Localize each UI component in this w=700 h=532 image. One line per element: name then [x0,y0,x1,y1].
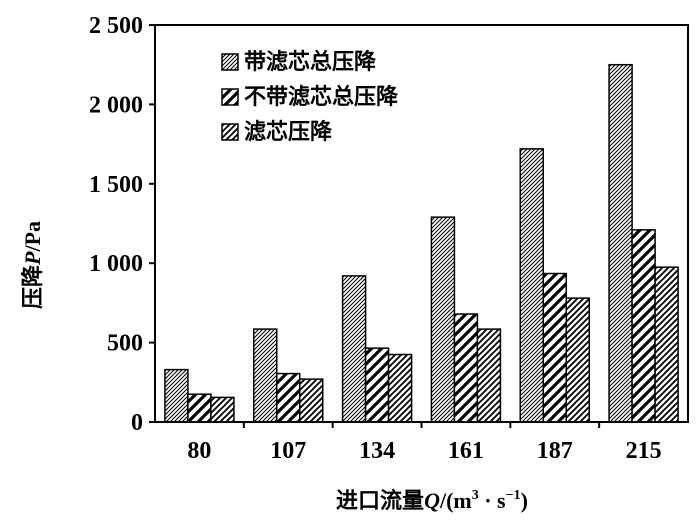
y-tick-label: 1 500 [89,172,143,198]
legend-swatch-with-filter-total [221,53,239,71]
x-axis-title: 进口流量Q/(m3 · s−1) [336,488,528,513]
bar-filter-134 [387,353,413,423]
x-tick-label: 134 [359,438,395,464]
bar-without-filter-total-80 [187,393,212,423]
bar-without-filter-total-107 [276,372,301,423]
bars-group [164,63,679,423]
y-tick-label: 500 [107,331,143,357]
bar-with-filter-total-80 [164,368,189,423]
y-tick-label: 2 500 [89,13,143,39]
bar-with-filter-total-107 [253,328,278,423]
bar-without-filter-total-161 [453,313,479,423]
legend-swatch-filter [221,123,239,141]
bar-without-filter-total-134 [364,347,390,423]
bar-filter-161 [476,328,502,423]
bar-with-filter-total-134 [341,275,367,423]
y-tick-label: 1 000 [89,251,143,277]
legend-label-with-filter-total: 带滤芯总压降 [244,49,377,74]
axes-group [154,24,689,423]
bar-filter-80 [210,396,235,423]
bar-without-filter-total-187 [542,272,567,423]
legend-swatch-without-filter-total [221,88,239,106]
x-tick-label: 80 [187,438,211,464]
legend-label-filter: 滤芯压降 [244,119,333,144]
plot-frame [154,24,689,423]
bar-with-filter-total-187 [519,148,544,423]
bar-without-filter-total-215 [631,229,656,423]
bar-with-filter-total-161 [430,216,456,423]
y-tick-label: 0 [131,410,143,436]
bar-filter-215 [654,266,679,423]
bar-filter-107 [299,378,324,423]
x-tick-label: 107 [270,438,306,464]
ticks-group: 0 500 1 000 1 500 2 000 2 500 80 107 134 161 187 21… [89,13,662,464]
bar-filter-187 [565,297,590,423]
legend-label-without-filter-total: 不带滤芯总压降 [244,84,399,109]
y-axis-title: 压降P/Pa [20,221,45,309]
x-tick-label: 187 [537,438,573,464]
bar-with-filter-total-215 [608,63,633,423]
x-tick-label: 161 [448,438,484,464]
x-tick-label: 215 [626,438,662,464]
y-tick-label: 2 000 [89,92,143,118]
